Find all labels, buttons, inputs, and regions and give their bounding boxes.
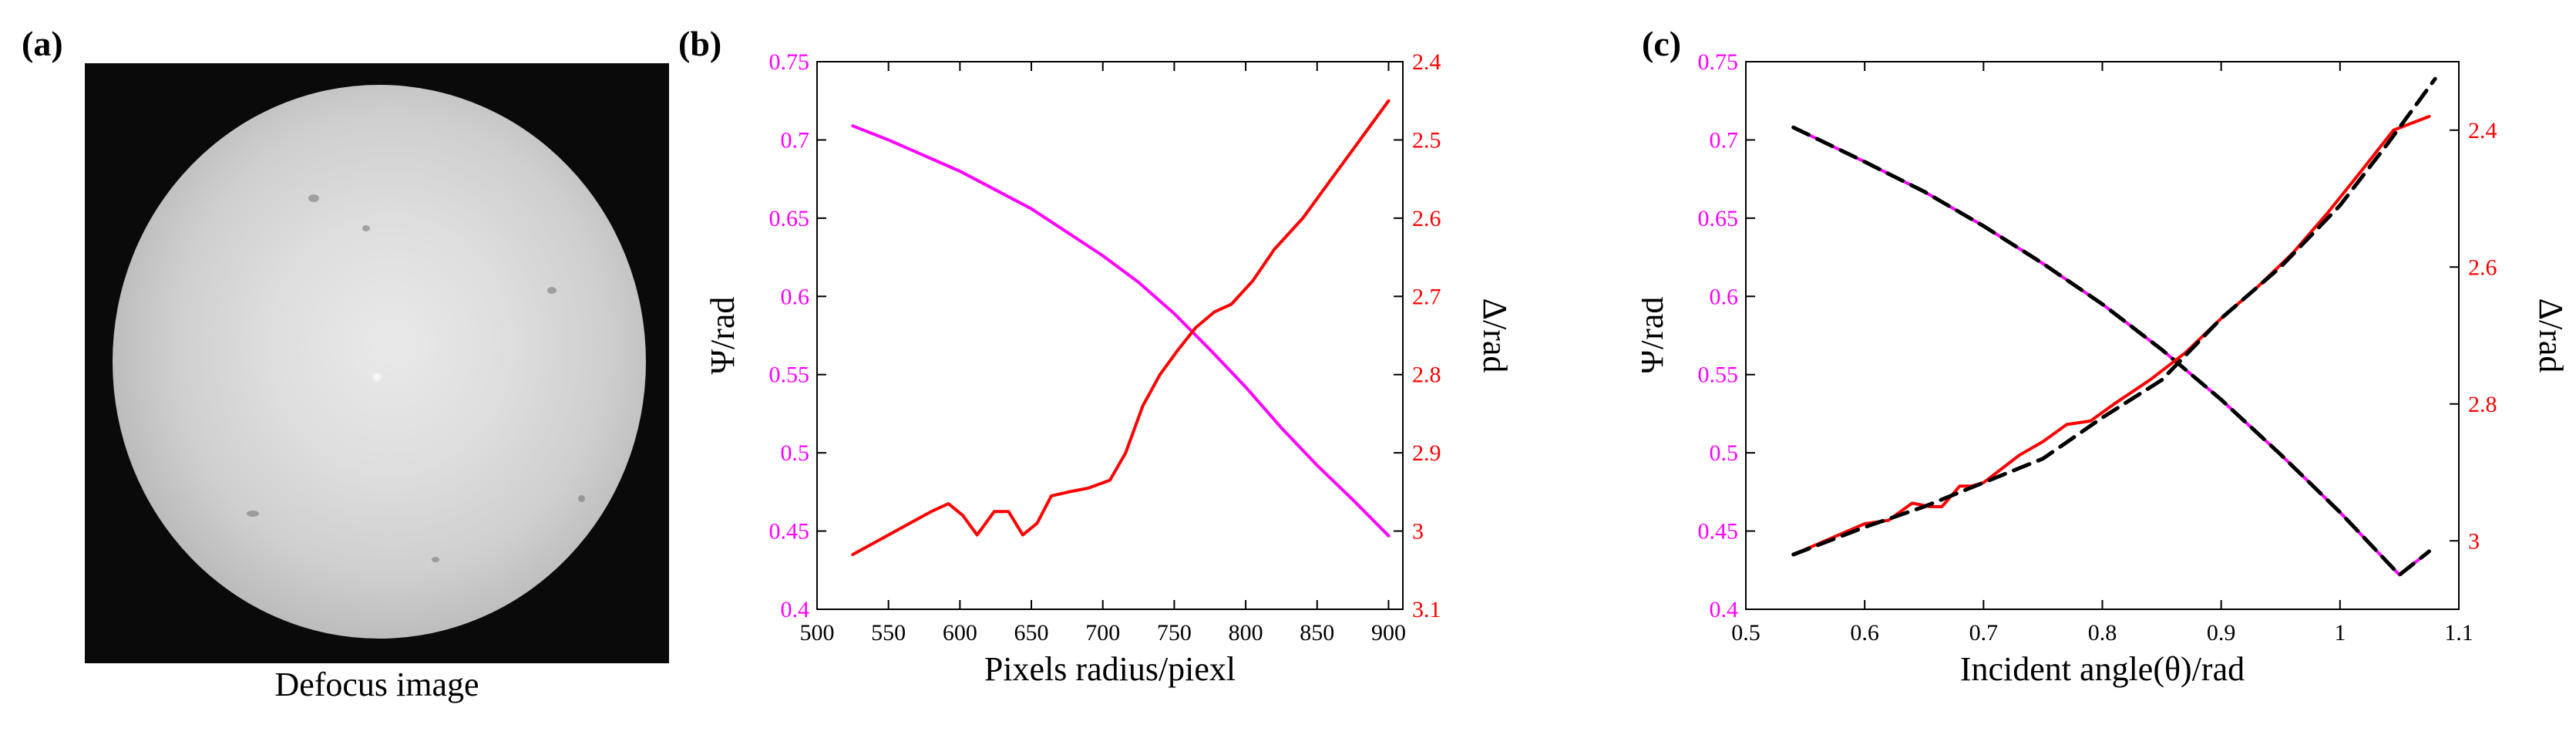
- y-right-axis-label: Δ/rad: [1476, 298, 1514, 373]
- y-left-tick-label: 0.5: [781, 440, 810, 466]
- x-axis-label: Pixels radius/piexl: [984, 650, 1236, 688]
- y-left-tick-label: 0.75: [1698, 49, 1739, 75]
- y-right-tick-label: 3: [2468, 528, 2480, 554]
- speck: [308, 194, 319, 202]
- defocus-center-spot: [372, 372, 382, 383]
- panel-label-c: (c): [1642, 24, 1682, 63]
- y-right-tick-label: 2.6: [2468, 255, 2497, 280]
- y-left-tick-label: 0.75: [769, 49, 810, 75]
- y-left-tick-label: 0.6: [781, 284, 810, 309]
- x-tick-label: 1: [2334, 620, 2346, 646]
- defocus-image: [85, 63, 669, 663]
- y-left-tick-label: 0.45: [1698, 519, 1739, 545]
- y-left-axis-label: Ψ/rad: [704, 297, 742, 375]
- y-right-axis-label: Δ/rad: [2532, 298, 2570, 373]
- speck: [547, 287, 557, 294]
- y-right-tick-label: 2.8: [2468, 392, 2497, 417]
- series-line-psi-fit: [1791, 125, 2431, 577]
- y-left-axis-label: Ψ/rad: [1642, 297, 1670, 375]
- x-tick-label: 0.8: [2088, 620, 2117, 646]
- chart-c: 0.5 0.6 0.7 0.8 0.9 1 1.1 0.4 0.45 0.5 0.55 0.6 0.65…: [1642, 49, 2570, 688]
- y-right-tick-label: 3.1: [1412, 597, 1441, 622]
- y-left-tick-label: 0.4: [781, 597, 810, 622]
- y-right-tick-label: 2.4: [1412, 49, 1441, 75]
- x-axis-label: Incident angle(θ)/rad: [1960, 650, 2245, 688]
- series-line-delta-fit: [1791, 76, 2437, 557]
- y-right-tick-label: 2.9: [1412, 440, 1441, 466]
- y-left-tick-label: 0.65: [769, 206, 810, 231]
- x-tick-label: 900: [1371, 620, 1406, 646]
- panel-label-b: (b): [678, 24, 722, 63]
- speck: [247, 511, 259, 517]
- y-left-tick-label: 0.6: [1710, 284, 1739, 309]
- x-tick-label: 1.1: [2444, 620, 2473, 646]
- y-right-tick-label: 3: [1412, 519, 1424, 545]
- x-tick-label: 0.7: [1969, 620, 1999, 646]
- defocus-caption: Defocus image: [274, 666, 479, 703]
- x-tick-label: 800: [1229, 620, 1263, 646]
- series-line-psi: [851, 124, 1391, 538]
- y-right-tick-label: 2.7: [1412, 284, 1441, 309]
- y-left-tick-label: 0.4: [1710, 597, 1739, 622]
- x-tick-label: 850: [1300, 620, 1334, 646]
- x-tick-label: 0.9: [2207, 620, 2236, 646]
- y-left-tick-label: 0.7: [1710, 127, 1739, 153]
- x-tick-label: 0.6: [1850, 620, 1879, 646]
- x-tick-label: 600: [943, 620, 977, 646]
- defocus-disc: [113, 85, 646, 639]
- x-tick-label: 700: [1085, 620, 1120, 646]
- y-right-tick-label: 2.4: [2468, 118, 2497, 143]
- x-tick-label: 550: [871, 620, 906, 646]
- speck: [432, 557, 439, 562]
- y-right-tick-label: 2.5: [1412, 127, 1441, 153]
- plot-frame: [816, 61, 1404, 610]
- series-line-delta-measured: [1791, 115, 2431, 556]
- y-left-tick-label: 0.55: [1698, 362, 1739, 388]
- x-tick-label: 0.5: [1731, 620, 1760, 646]
- y-left-tick-label: 0.65: [1698, 206, 1739, 231]
- x-tick-label: 500: [800, 620, 835, 646]
- speck: [578, 495, 585, 502]
- speck: [362, 225, 370, 231]
- y-left-tick-label: 0.45: [769, 519, 810, 545]
- y-left-tick-label: 0.7: [781, 127, 810, 153]
- chart-b: 500 550 600 650 700 750 800 850 900 0.4 0.45 0.5 0.5…: [704, 49, 1514, 688]
- x-tick-label: 750: [1157, 620, 1192, 646]
- y-left-tick-label: 0.5: [1710, 440, 1739, 466]
- series-line-delta: [851, 99, 1391, 556]
- x-tick-label: 650: [1014, 620, 1049, 646]
- y-left-tick-label: 0.55: [769, 362, 810, 388]
- panel-label-a: (a): [22, 24, 63, 63]
- y-right-tick-label: 2.6: [1412, 206, 1441, 231]
- y-right-tick-label: 2.8: [1412, 362, 1441, 388]
